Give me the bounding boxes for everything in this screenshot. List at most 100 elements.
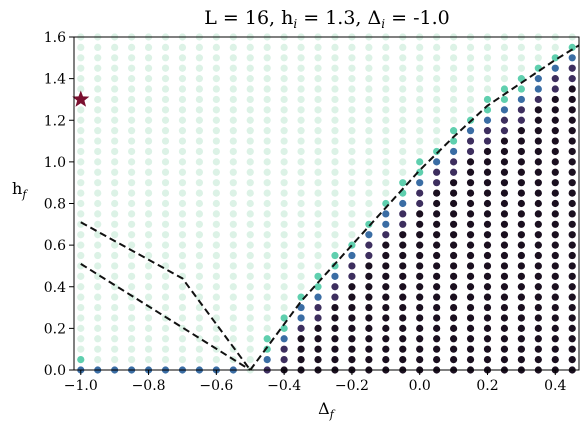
data-point xyxy=(568,95,576,104)
data-point xyxy=(382,158,390,166)
data-point xyxy=(178,43,187,52)
data-point xyxy=(433,345,441,353)
data-point xyxy=(534,158,542,166)
data-point xyxy=(500,95,509,104)
data-point xyxy=(297,199,305,208)
data-point xyxy=(314,127,322,135)
data-point xyxy=(568,345,576,353)
y-tick-label: 0.8 xyxy=(44,197,66,213)
data-point xyxy=(314,106,322,114)
data-point xyxy=(128,64,136,72)
data-point xyxy=(416,158,424,166)
data-point xyxy=(77,106,85,114)
data-point xyxy=(161,75,170,83)
data-point xyxy=(382,95,390,104)
data-point xyxy=(348,303,356,312)
data-point xyxy=(500,314,509,322)
data-point xyxy=(551,241,559,249)
data-point xyxy=(128,210,136,218)
data-point xyxy=(568,127,576,135)
data-point xyxy=(382,168,390,176)
data-point xyxy=(280,251,288,260)
data-point xyxy=(195,106,203,114)
data-point xyxy=(280,324,288,332)
data-point xyxy=(450,199,458,208)
data-point xyxy=(399,220,407,228)
data-point xyxy=(178,293,187,301)
data-point xyxy=(77,324,85,332)
data-point xyxy=(280,345,288,353)
data-point xyxy=(534,199,542,208)
data-point xyxy=(314,116,322,124)
data-point xyxy=(568,324,576,332)
data-point xyxy=(246,75,254,83)
data-point xyxy=(128,241,136,249)
data-point xyxy=(111,231,119,239)
data-point xyxy=(128,106,136,114)
data-point xyxy=(399,179,407,187)
data-point xyxy=(297,106,305,114)
data-point xyxy=(348,324,356,332)
data-point xyxy=(551,262,559,270)
data-point xyxy=(280,127,288,135)
data-point xyxy=(568,303,576,312)
data-point xyxy=(111,95,119,104)
data-point xyxy=(161,335,170,343)
data-point xyxy=(280,43,288,52)
data-point xyxy=(263,75,271,83)
data-point xyxy=(534,324,542,332)
data-point xyxy=(263,85,271,93)
data-point xyxy=(365,324,373,332)
data-point xyxy=(77,64,85,72)
data-point xyxy=(128,95,136,104)
data-point xyxy=(399,283,407,291)
data-point xyxy=(348,314,356,322)
data-point xyxy=(195,54,203,62)
data-point xyxy=(517,137,525,145)
data-point xyxy=(466,314,475,322)
data-point xyxy=(433,199,441,208)
data-point xyxy=(399,324,407,332)
data-point xyxy=(280,303,288,312)
data-point xyxy=(331,116,339,124)
data-point xyxy=(534,168,542,176)
data-point xyxy=(416,210,424,218)
marker-layer xyxy=(72,90,90,107)
data-point xyxy=(331,241,339,249)
data-point xyxy=(263,127,271,135)
data-point xyxy=(382,106,390,114)
data-point xyxy=(94,116,102,124)
data-point xyxy=(483,158,492,166)
data-point xyxy=(94,231,102,239)
data-point xyxy=(466,64,475,72)
data-point xyxy=(212,241,220,249)
data-point xyxy=(314,251,322,260)
data-point xyxy=(263,54,271,62)
data-point xyxy=(111,220,119,228)
data-point xyxy=(77,158,85,166)
data-point xyxy=(483,168,492,176)
data-point xyxy=(128,272,136,280)
data-point xyxy=(483,147,492,156)
data-point xyxy=(195,262,203,270)
data-point xyxy=(195,345,203,353)
data-point xyxy=(399,116,407,124)
data-point xyxy=(500,272,509,280)
data-point xyxy=(500,85,509,93)
data-point xyxy=(297,43,305,52)
data-point xyxy=(483,231,492,239)
data-point xyxy=(280,137,288,145)
data-point xyxy=(517,147,525,156)
data-point xyxy=(568,262,576,270)
data-point xyxy=(144,106,153,114)
data-point xyxy=(416,345,424,353)
data-point xyxy=(433,95,441,104)
data-point xyxy=(500,241,509,249)
data-point xyxy=(212,179,220,187)
data-point xyxy=(246,262,254,270)
data-point xyxy=(212,85,220,93)
data-point xyxy=(450,210,458,218)
data-point xyxy=(161,283,170,291)
data-point xyxy=(466,251,475,260)
